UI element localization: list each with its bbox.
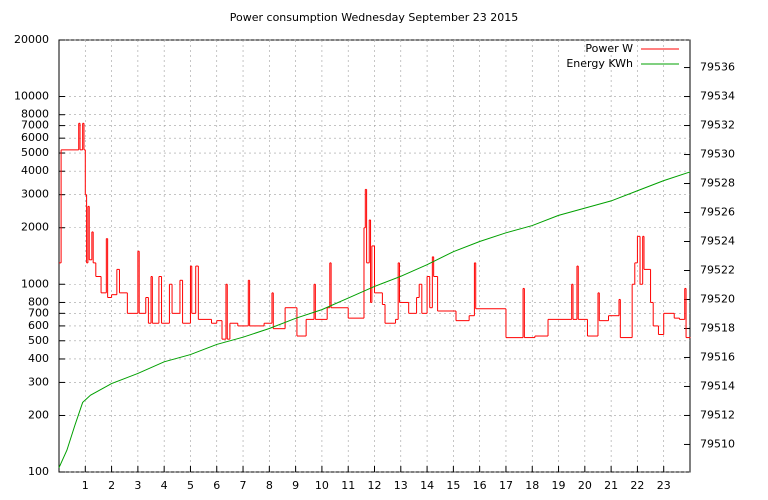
y-tick-label: 7000 <box>21 119 49 132</box>
y2-tick-label: 79514 <box>700 379 735 392</box>
legend-label: Energy KWh <box>566 57 633 70</box>
y2-tick-label: 79530 <box>700 148 735 161</box>
y-tick-label: 200 <box>28 408 49 421</box>
y2-tick-label: 79510 <box>700 437 735 450</box>
legend-label: Power W <box>585 42 633 55</box>
y-tick-label: 6000 <box>21 131 49 144</box>
x-tick-label: 15 <box>446 479 460 492</box>
x-tick-label: 23 <box>657 479 671 492</box>
x-tick-label: 21 <box>604 479 618 492</box>
y2-tick-label: 79528 <box>700 177 735 190</box>
x-tick-label: 3 <box>134 479 141 492</box>
y-tick-label: 500 <box>28 334 49 347</box>
x-tick-label: 19 <box>552 479 566 492</box>
x-tick-label: 22 <box>630 479 644 492</box>
x-tick-label: 1 <box>82 479 89 492</box>
y-tick-label: 300 <box>28 375 49 388</box>
x-tick-label: 13 <box>394 479 408 492</box>
x-tick-label: 17 <box>499 479 513 492</box>
y2-tick-label: 79522 <box>700 263 735 276</box>
y2-tick-label: 79512 <box>700 408 735 421</box>
x-tick-label: 4 <box>161 479 168 492</box>
y2-tick-label: 79532 <box>700 119 735 132</box>
y-tick-label: 8000 <box>21 108 49 121</box>
x-tick-label: 16 <box>473 479 487 492</box>
y2-tick-label: 79520 <box>700 292 735 305</box>
x-tick-label: 11 <box>341 479 355 492</box>
y-tick-label: 10000 <box>14 90 49 103</box>
y2-tick-label: 79524 <box>700 235 735 248</box>
y2-tick-label: 79518 <box>700 321 735 334</box>
x-tick-label: 6 <box>213 479 220 492</box>
y-tick-label: 1000 <box>21 277 49 290</box>
x-tick-label: 8 <box>266 479 273 492</box>
y2-tick-label: 79536 <box>700 61 735 74</box>
y-tick-label: 2000 <box>21 221 49 234</box>
series-line <box>58 171 691 468</box>
x-tick-label: 14 <box>420 479 434 492</box>
y-tick-label: 100 <box>28 465 49 478</box>
x-tick-label: 7 <box>240 479 247 492</box>
y-tick-label: 3000 <box>21 188 49 201</box>
x-tick-label: 18 <box>525 479 539 492</box>
x-tick-label: 20 <box>578 479 592 492</box>
y-tick-label: 400 <box>28 352 49 365</box>
y2-tick-label: 79526 <box>700 206 735 219</box>
x-tick-label: 10 <box>315 479 329 492</box>
y2-tick-label: 79534 <box>700 90 735 103</box>
x-tick-label: 5 <box>187 479 194 492</box>
y-tick-label: 600 <box>28 319 49 332</box>
x-tick-label: 12 <box>368 479 382 492</box>
y2-tick-label: 79516 <box>700 350 735 363</box>
y-tick-label: 700 <box>28 306 49 319</box>
x-tick-label: 2 <box>108 479 115 492</box>
chart-title: Power consumption Wednesday September 23… <box>230 11 518 24</box>
y-tick-label: 4000 <box>21 164 49 177</box>
y-tick-label: 20000 <box>14 33 49 46</box>
x-tick-label: 9 <box>292 479 299 492</box>
y-tick-label: 800 <box>28 295 49 308</box>
y-tick-label: 5000 <box>21 146 49 159</box>
